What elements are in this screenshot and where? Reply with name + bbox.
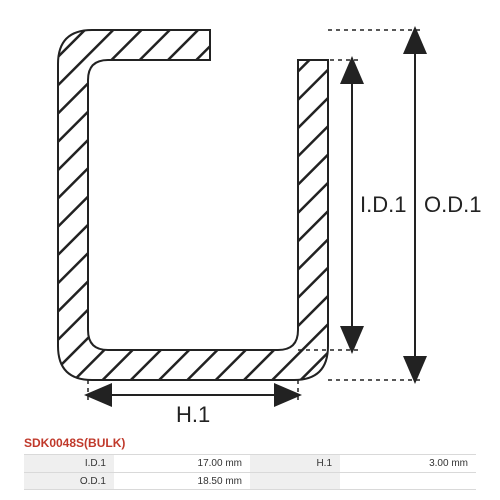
spec-label: I.D.1: [24, 455, 114, 472]
spec-label: [250, 473, 340, 489]
dimension-h1: H.1: [88, 395, 298, 427]
label-h1: H.1: [176, 402, 210, 427]
spec-label: O.D.1: [24, 473, 114, 489]
label-id1: I.D.1: [360, 192, 406, 217]
spec-label: H.1: [250, 455, 340, 472]
spec-value: 3.00 mm: [340, 455, 476, 472]
section-wall: [50, 20, 340, 390]
spec-value: [340, 473, 476, 489]
label-od1: O.D.1: [424, 192, 481, 217]
dimension-id1: I.D.1: [352, 60, 406, 350]
spec-value: 17.00 mm: [114, 455, 250, 472]
cross-section-diagram: I.D.1 O.D.1 H.1: [0, 0, 500, 430]
spec-value: 18.50 mm: [114, 473, 250, 489]
spec-table: I.D.1 17.00 mm H.1 3.00 mm O.D.1 18.50 m…: [24, 454, 476, 490]
dimension-od1: O.D.1: [415, 30, 481, 380]
part-title: SDK0048S(BULK): [24, 436, 125, 450]
table-row: O.D.1 18.50 mm: [24, 472, 476, 490]
table-row: I.D.1 17.00 mm H.1 3.00 mm: [24, 454, 476, 472]
